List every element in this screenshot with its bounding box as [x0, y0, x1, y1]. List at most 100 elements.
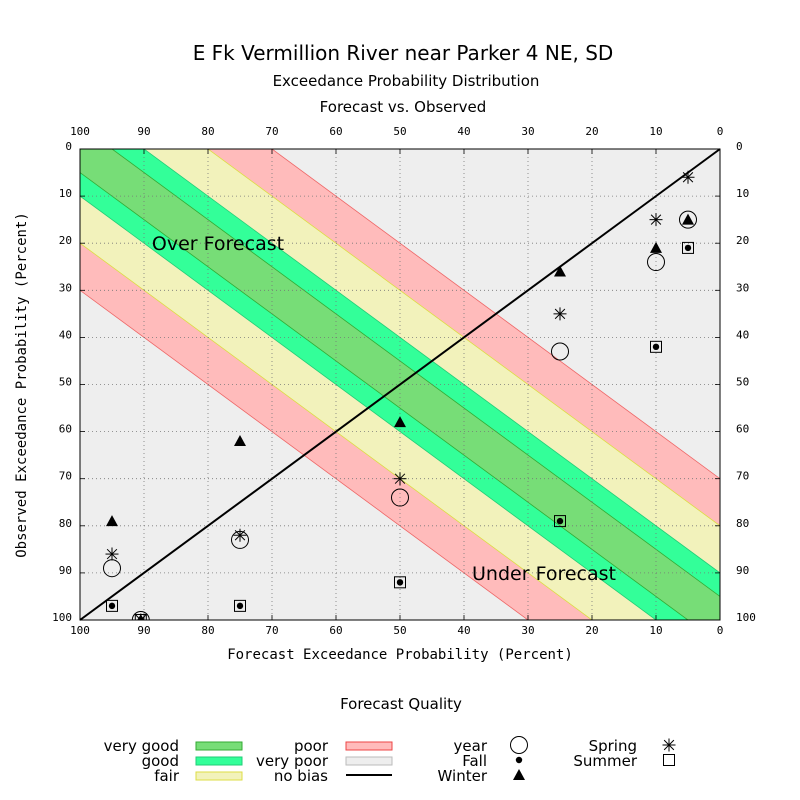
y-tick-label-left: 30 [59, 281, 72, 294]
x-tick-label-bottom: 90 [137, 624, 150, 637]
legend-swatch-very-good [195, 741, 243, 751]
point-spring [393, 472, 407, 486]
x-tick-label-bottom: 60 [329, 624, 342, 637]
point-year [551, 342, 569, 361]
point-winter [106, 515, 118, 527]
x-tick-label-bottom: 40 [457, 624, 470, 637]
x-tick-label-top: 100 [70, 125, 90, 138]
y-tick-label-left: 10 [59, 187, 72, 200]
legend-symbol-fall [515, 756, 523, 764]
y-tick-label-left: 70 [59, 470, 72, 483]
x-tick-label-bottom: 0 [717, 624, 724, 637]
no-bias-line [79, 148, 721, 621]
point-summer [554, 515, 566, 528]
x-tick-label-top: 0 [717, 125, 724, 138]
legend-label-no-bias: no bias [274, 767, 328, 785]
point-year [391, 488, 409, 507]
y-tick-label-left: 90 [59, 564, 72, 577]
point-winter [650, 241, 662, 253]
y-tick-label-left: 100 [52, 611, 72, 624]
legend-symbol-year [510, 736, 528, 754]
legend-label-very-poor: very poor [256, 752, 329, 770]
chart-title: E Fk Vermillion River near Parker 4 NE, … [193, 41, 614, 65]
legend-label-good: good [142, 752, 179, 770]
legend-symbol-winter [513, 769, 525, 780]
point-fall [396, 579, 404, 586]
x-tick-label-top: 40 [457, 125, 470, 138]
chart-subtitle-1: Exceedance Probability Distribution [273, 72, 540, 90]
x-tick-label-bottom: 50 [393, 624, 406, 637]
point-year [131, 611, 150, 620]
y-tick-label-right: 10 [736, 187, 749, 200]
y-tick-label-left: 50 [59, 376, 72, 389]
point-winter [394, 416, 406, 428]
point-summer [394, 576, 406, 589]
axis-ticks: 1001009090808070706060505040403030202010… [52, 125, 756, 637]
point-year [647, 253, 665, 272]
x-tick-label-top: 10 [649, 125, 662, 138]
legend-label-winter: Winter [438, 767, 488, 785]
point-fall [236, 602, 244, 610]
legend-marker-year [510, 736, 528, 754]
x-tick-label-bottom: 80 [201, 624, 214, 637]
point-spring [681, 170, 695, 184]
x-tick-label-bottom: 100 [70, 624, 90, 637]
point-spring [105, 547, 119, 561]
point-fall [652, 343, 660, 351]
point-summer [106, 599, 118, 612]
data-points [103, 170, 697, 620]
x-tick-label-top: 50 [393, 125, 406, 138]
y-tick-label-right: 40 [736, 328, 749, 341]
x-tick-label-top: 90 [137, 125, 150, 138]
point-winter [234, 435, 246, 447]
y-tick-label-left: 80 [59, 517, 72, 530]
x-tick-label-top: 60 [329, 125, 342, 138]
legend-symbol-summer [663, 754, 675, 766]
legend-title: Forecast Quality [340, 695, 462, 713]
point-fall [684, 244, 692, 252]
point-winter [554, 265, 566, 277]
x-tick-label-bottom: 70 [265, 624, 278, 637]
legend-swatch-fair [195, 771, 243, 781]
legend-swatch-poor [345, 741, 393, 751]
y-tick-label-right: 80 [736, 517, 749, 530]
legend: very good good fair poor very poor no bi… [104, 736, 676, 785]
legend-marker-winter [513, 769, 525, 780]
y-tick-label-left: 20 [59, 234, 72, 247]
point-winter [682, 213, 694, 225]
y-tick-label-left: 40 [59, 328, 72, 341]
point-year [679, 210, 697, 229]
x-tick-label-top: 80 [201, 125, 214, 138]
under-forecast-label: Under Forecast [472, 563, 616, 585]
y-tick-label-left: 60 [59, 423, 72, 436]
legend-marker-fall [515, 756, 523, 764]
x-axis-label: Forecast Exceedance Probability (Percent… [227, 647, 573, 663]
legend-label-summer: Summer [573, 752, 637, 770]
legend-marker-summer [663, 754, 675, 766]
legend-swatch-good [195, 756, 243, 766]
y-tick-label-right: 100 [736, 611, 756, 624]
y-tick-label-right: 50 [736, 376, 749, 389]
legend-swatch-very-poor [345, 756, 393, 766]
point-summer [234, 599, 246, 612]
legend-label-fall: Fall [462, 752, 487, 770]
legend-label-spring: Spring [589, 737, 637, 755]
legend-label-fair: fair [154, 767, 180, 785]
x-tick-label-top: 70 [265, 125, 278, 138]
y-tick-label-right: 30 [736, 281, 749, 294]
y-tick-label-right: 0 [736, 140, 743, 153]
point-fall [137, 616, 144, 620]
point-spring [233, 528, 247, 542]
x-tick-label-bottom: 10 [649, 624, 662, 637]
chart-subtitle-2: Forecast vs. Observed [320, 98, 487, 116]
x-tick-label-top: 30 [521, 125, 534, 138]
point-summer [682, 241, 694, 254]
y-tick-label-right: 90 [736, 564, 749, 577]
x-tick-label-top: 20 [585, 125, 598, 138]
y-tick-label-right: 20 [736, 234, 749, 247]
point-spring [649, 213, 663, 227]
legend-label-very-good: very good [104, 737, 179, 755]
legend-label-poor: poor [294, 737, 329, 755]
y-tick-label-left: 0 [65, 140, 72, 153]
